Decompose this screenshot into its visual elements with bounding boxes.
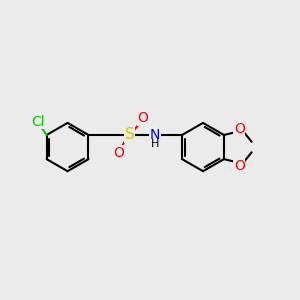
Text: O: O (113, 146, 124, 160)
Text: S: S (125, 128, 135, 142)
Text: O: O (234, 159, 245, 172)
Text: H: H (151, 140, 159, 149)
Text: N: N (149, 128, 160, 142)
Text: O: O (234, 122, 245, 136)
Text: O: O (137, 111, 148, 125)
Text: Cl: Cl (31, 115, 45, 129)
